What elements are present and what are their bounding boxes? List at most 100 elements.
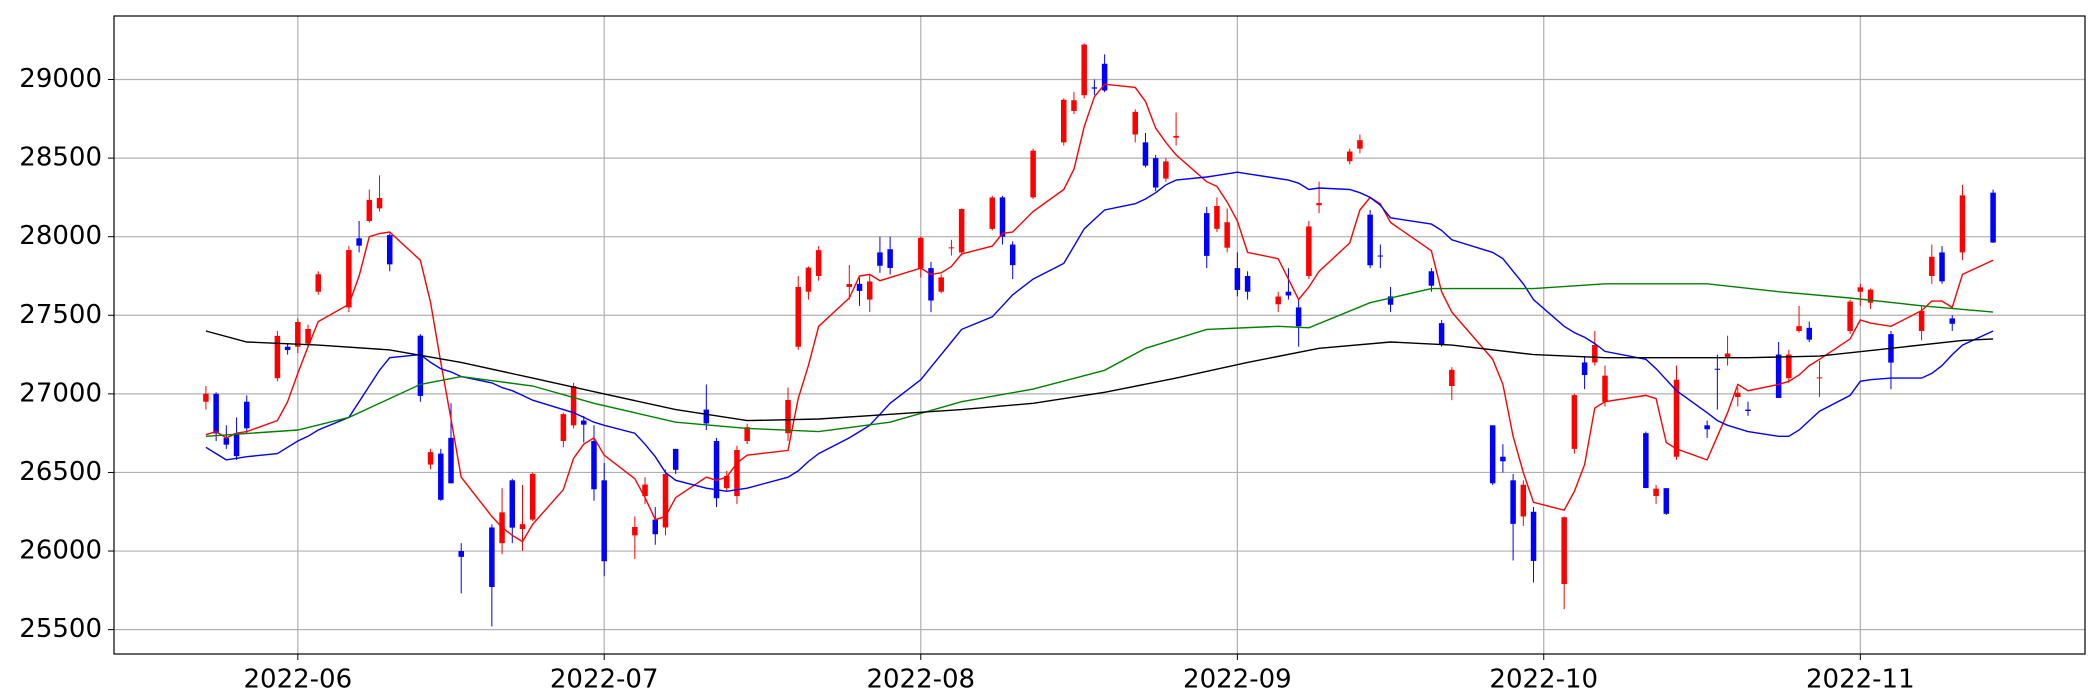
candle-body (1173, 135, 1179, 138)
candle-body (1571, 395, 1578, 449)
candle-body (1704, 425, 1710, 430)
candle-body (1316, 203, 1322, 206)
candle-body (448, 437, 454, 484)
candle-body (1673, 379, 1680, 457)
moving-average-line (205, 330, 1994, 422)
x-tick-label: 2022-10 (1489, 665, 1598, 695)
candle-body (1735, 392, 1741, 398)
x-tick-label: 2022-08 (866, 665, 975, 695)
candle-body (734, 449, 740, 497)
candle-body (438, 453, 444, 500)
candle-body (223, 437, 230, 445)
candle-body (417, 335, 424, 396)
moving-average-line (205, 171, 1994, 493)
y-tick-label: 26500 (19, 457, 102, 487)
y-tick-label: 27500 (19, 300, 102, 330)
candle-body (560, 414, 567, 442)
candle-body (601, 480, 607, 562)
candle-body (213, 393, 219, 434)
candle-body (1377, 255, 1384, 257)
candle-body (795, 286, 801, 347)
candle-body (928, 268, 934, 301)
candle-body (295, 322, 301, 347)
y-tick-label: 27000 (19, 378, 102, 408)
candle-body (1132, 111, 1138, 135)
candle-body (1939, 252, 1945, 282)
candle-body (1275, 296, 1281, 305)
candle-body (1796, 326, 1802, 331)
candle-body (1500, 456, 1506, 462)
candle-body (386, 235, 393, 265)
candle-body (866, 281, 873, 300)
candle-body (815, 250, 822, 276)
candle-body (1449, 369, 1455, 387)
candle-body (918, 237, 924, 269)
candle-body (489, 527, 495, 588)
candle-body (284, 346, 291, 351)
candle-body (805, 267, 812, 292)
candle-body (948, 247, 955, 249)
y-tick-label: 28500 (19, 143, 102, 173)
x-tick-label: 2022-06 (244, 665, 353, 695)
y-tick-label: 28000 (19, 221, 102, 251)
candle-body (1438, 323, 1445, 345)
candle-body (1285, 291, 1292, 296)
candle-body (1786, 354, 1792, 379)
x-tick-label: 2022-09 (1183, 665, 1292, 695)
candle-body (1520, 484, 1527, 517)
candle-body (570, 386, 577, 426)
candle-body (1918, 311, 1925, 331)
candle-body (672, 448, 679, 470)
moving-average-line (205, 283, 1994, 437)
candle-body (1530, 511, 1537, 561)
candle-body (1030, 150, 1036, 198)
candle-body (1071, 100, 1077, 111)
candle-body (244, 401, 250, 429)
candle-body (1990, 192, 1996, 243)
candle-body (1367, 214, 1373, 266)
candle-body (1163, 161, 1169, 179)
candle-body (1602, 375, 1608, 402)
candle-body (1101, 63, 1108, 91)
candle-body (1357, 140, 1363, 149)
candle-body (999, 197, 1006, 237)
candle-body (958, 209, 965, 253)
candle-body (376, 198, 383, 209)
candle-body (366, 199, 373, 221)
candle-body (1428, 271, 1435, 286)
candle-body (887, 249, 893, 268)
candle-body (938, 277, 944, 292)
candle-body (989, 197, 996, 229)
candle-body (1234, 268, 1241, 290)
candle-body (1346, 151, 1353, 162)
candle-body (1387, 296, 1394, 305)
candle-body (346, 250, 352, 308)
candle-body (305, 328, 311, 344)
candle-body (1867, 289, 1874, 303)
candle-body (1653, 488, 1659, 497)
candle-body (458, 551, 464, 557)
candle-body (856, 283, 863, 291)
candle-body (846, 283, 853, 287)
candle-body (703, 409, 710, 424)
candle-body (274, 335, 281, 379)
candle-body (1214, 206, 1220, 229)
candle-body (1203, 213, 1210, 256)
plot-frame (113, 15, 2086, 655)
y-tick-label: 29000 (19, 64, 102, 94)
candle-body (1775, 354, 1782, 398)
candle-body (1929, 256, 1935, 276)
candle-body (356, 238, 362, 246)
candle-body (1816, 377, 1823, 379)
candle-body (1714, 368, 1721, 370)
candle-body (1857, 287, 1864, 292)
x-tick-label: 2022-11 (1806, 665, 1915, 695)
candle-body (1592, 344, 1598, 363)
candle-body (662, 474, 669, 528)
candle-body (529, 473, 536, 520)
candle-body (785, 399, 791, 434)
y-tick-label: 26000 (19, 536, 102, 566)
y-tick-label: 25500 (19, 614, 102, 644)
